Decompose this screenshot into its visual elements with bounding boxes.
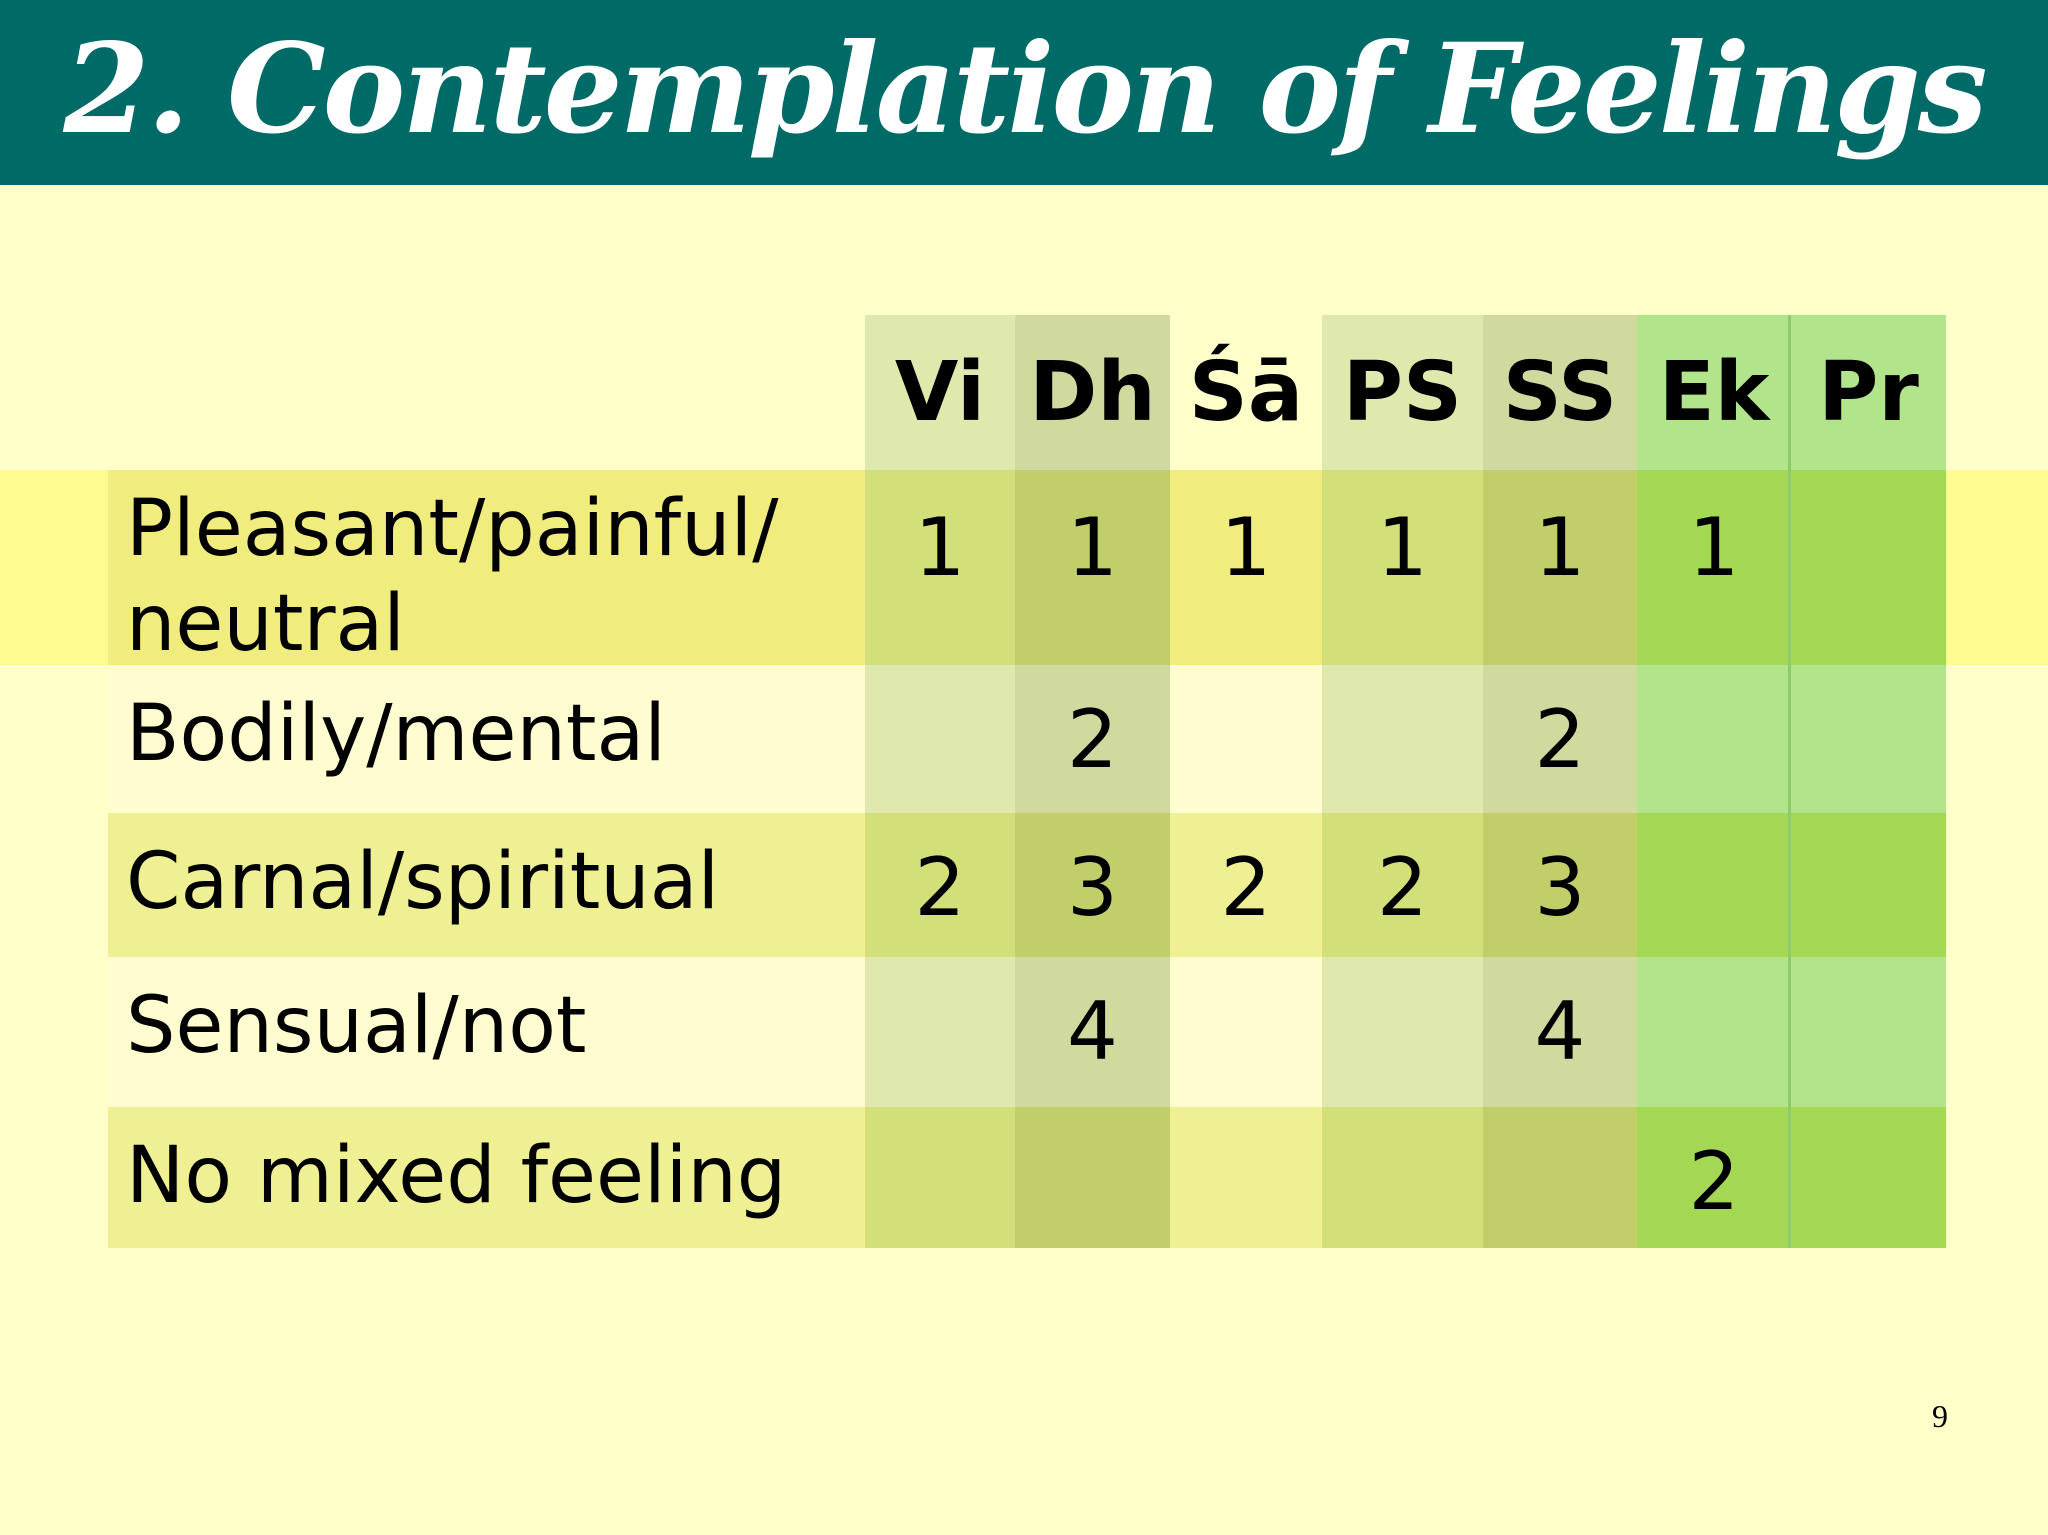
table-cell (1322, 665, 1483, 813)
table-cell: 1 (1637, 470, 1791, 665)
column-header-background (865, 315, 1015, 470)
table-cell (1170, 957, 1322, 1107)
table-cell: 4 (1483, 957, 1637, 1107)
table-cell (1791, 813, 1946, 957)
row-label: No mixed feeling (126, 1131, 787, 1221)
table-cell: 2 (1637, 1107, 1791, 1248)
column-header: Vi (894, 344, 986, 440)
column-header: PS (1342, 344, 1463, 440)
column-separator (1788, 315, 1791, 1248)
table-cell: 1 (1483, 470, 1637, 665)
table-cell (1637, 813, 1791, 957)
page-number: 9 (1932, 1398, 1948, 1434)
column-header-background (1791, 315, 1946, 470)
column-header: SS (1502, 344, 1618, 440)
table-cell (1015, 1107, 1170, 1248)
table-cell (1791, 1107, 1946, 1248)
table-cell: 1 (1170, 470, 1322, 665)
table-cell (865, 957, 1015, 1107)
table-cell: 2 (1322, 813, 1483, 957)
table-cell (1170, 1107, 1322, 1248)
table-cell: 1 (865, 470, 1015, 665)
table-cell: 3 (1015, 813, 1170, 957)
table-cell: 2 (1015, 665, 1170, 813)
column-header-background (1015, 315, 1170, 470)
table-cell (1791, 470, 1946, 665)
column-header-background (1322, 315, 1483, 470)
column-header-background (1637, 315, 1791, 470)
table-cell (865, 1107, 1015, 1248)
slide-title: 2. Contemplation of Feelings (63, 17, 1987, 162)
table-cell: 1 (1015, 470, 1170, 665)
column-header: Pr (1818, 344, 1919, 440)
table-cell (1322, 1107, 1483, 1248)
table-cell: 2 (1170, 813, 1322, 957)
column-header: Ek (1658, 344, 1770, 440)
table-cell (1483, 1107, 1637, 1248)
table-cell: 2 (865, 813, 1015, 957)
table-cell (1791, 665, 1946, 813)
row-label: Sensual/not (126, 981, 587, 1071)
title-bar (0, 0, 2048, 185)
table-cell (1322, 957, 1483, 1107)
table-cell (1170, 665, 1322, 813)
table-cell (1637, 957, 1791, 1107)
table-cell: 3 (1483, 813, 1637, 957)
table-cell: 4 (1015, 957, 1170, 1107)
column-header-background (1483, 315, 1637, 470)
table-cell (865, 665, 1015, 813)
row-label: Carnal/spiritual (126, 837, 720, 927)
row-label: Bodily/mental (126, 689, 666, 779)
table-cell: 1 (1322, 470, 1483, 665)
table-cell (1791, 957, 1946, 1107)
table-cell (1637, 665, 1791, 813)
table-cell: 2 (1483, 665, 1637, 813)
column-header: Śā (1188, 344, 1304, 440)
row-label: Pleasant/painful/ neutral (126, 484, 779, 669)
column-header: Dh (1029, 344, 1156, 440)
